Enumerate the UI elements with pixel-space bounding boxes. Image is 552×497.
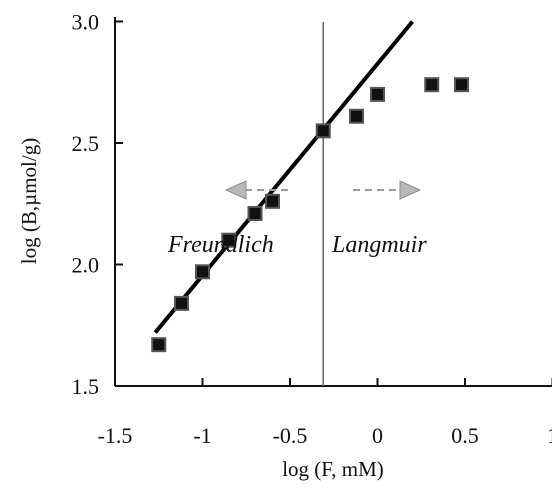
left-arrowhead-icon bbox=[224, 180, 247, 200]
data-point bbox=[221, 232, 237, 248]
y-tick-label: 2.0 bbox=[72, 253, 100, 278]
right-arrowhead-icon bbox=[399, 180, 422, 200]
data-point bbox=[195, 264, 210, 280]
x-axis-title: log (F, mM) bbox=[282, 457, 384, 481]
x-tick-label: -1.5 bbox=[98, 423, 133, 448]
x-tick-label: 0 bbox=[372, 423, 383, 448]
x-tick-label: -0.5 bbox=[273, 423, 308, 448]
x-ticks: -1.5 -1 -0.5 0 0.5 1 bbox=[98, 378, 552, 448]
y-tick-label: 3.0 bbox=[72, 10, 100, 35]
left-arrow bbox=[224, 180, 292, 200]
data-point bbox=[151, 337, 167, 353]
data-point bbox=[247, 205, 263, 221]
data-point bbox=[265, 193, 280, 209]
x-tick-label: 0.5 bbox=[451, 423, 479, 448]
data-point bbox=[370, 86, 385, 102]
y-tick-label: 2.5 bbox=[72, 131, 100, 156]
y-ticks: 1.5 2.0 2.5 3.0 bbox=[72, 10, 123, 399]
data-point bbox=[174, 295, 189, 311]
x-tick-label: -1 bbox=[193, 423, 211, 448]
x-tick-label: 1 bbox=[547, 423, 552, 448]
freundlich-label: Freundlich bbox=[167, 232, 274, 258]
langmuir-label: Langmuir bbox=[331, 232, 427, 258]
data-point bbox=[424, 77, 440, 93]
data-points bbox=[151, 77, 469, 353]
data-point bbox=[315, 123, 331, 139]
axes bbox=[114, 17, 552, 387]
y-tick-label: 1.5 bbox=[72, 374, 100, 399]
y-axis-title: log (B,µmol/g) bbox=[17, 138, 41, 264]
right-arrow bbox=[353, 180, 422, 200]
fit-line bbox=[153, 20, 415, 334]
data-point bbox=[349, 108, 364, 124]
data-point bbox=[454, 77, 469, 93]
